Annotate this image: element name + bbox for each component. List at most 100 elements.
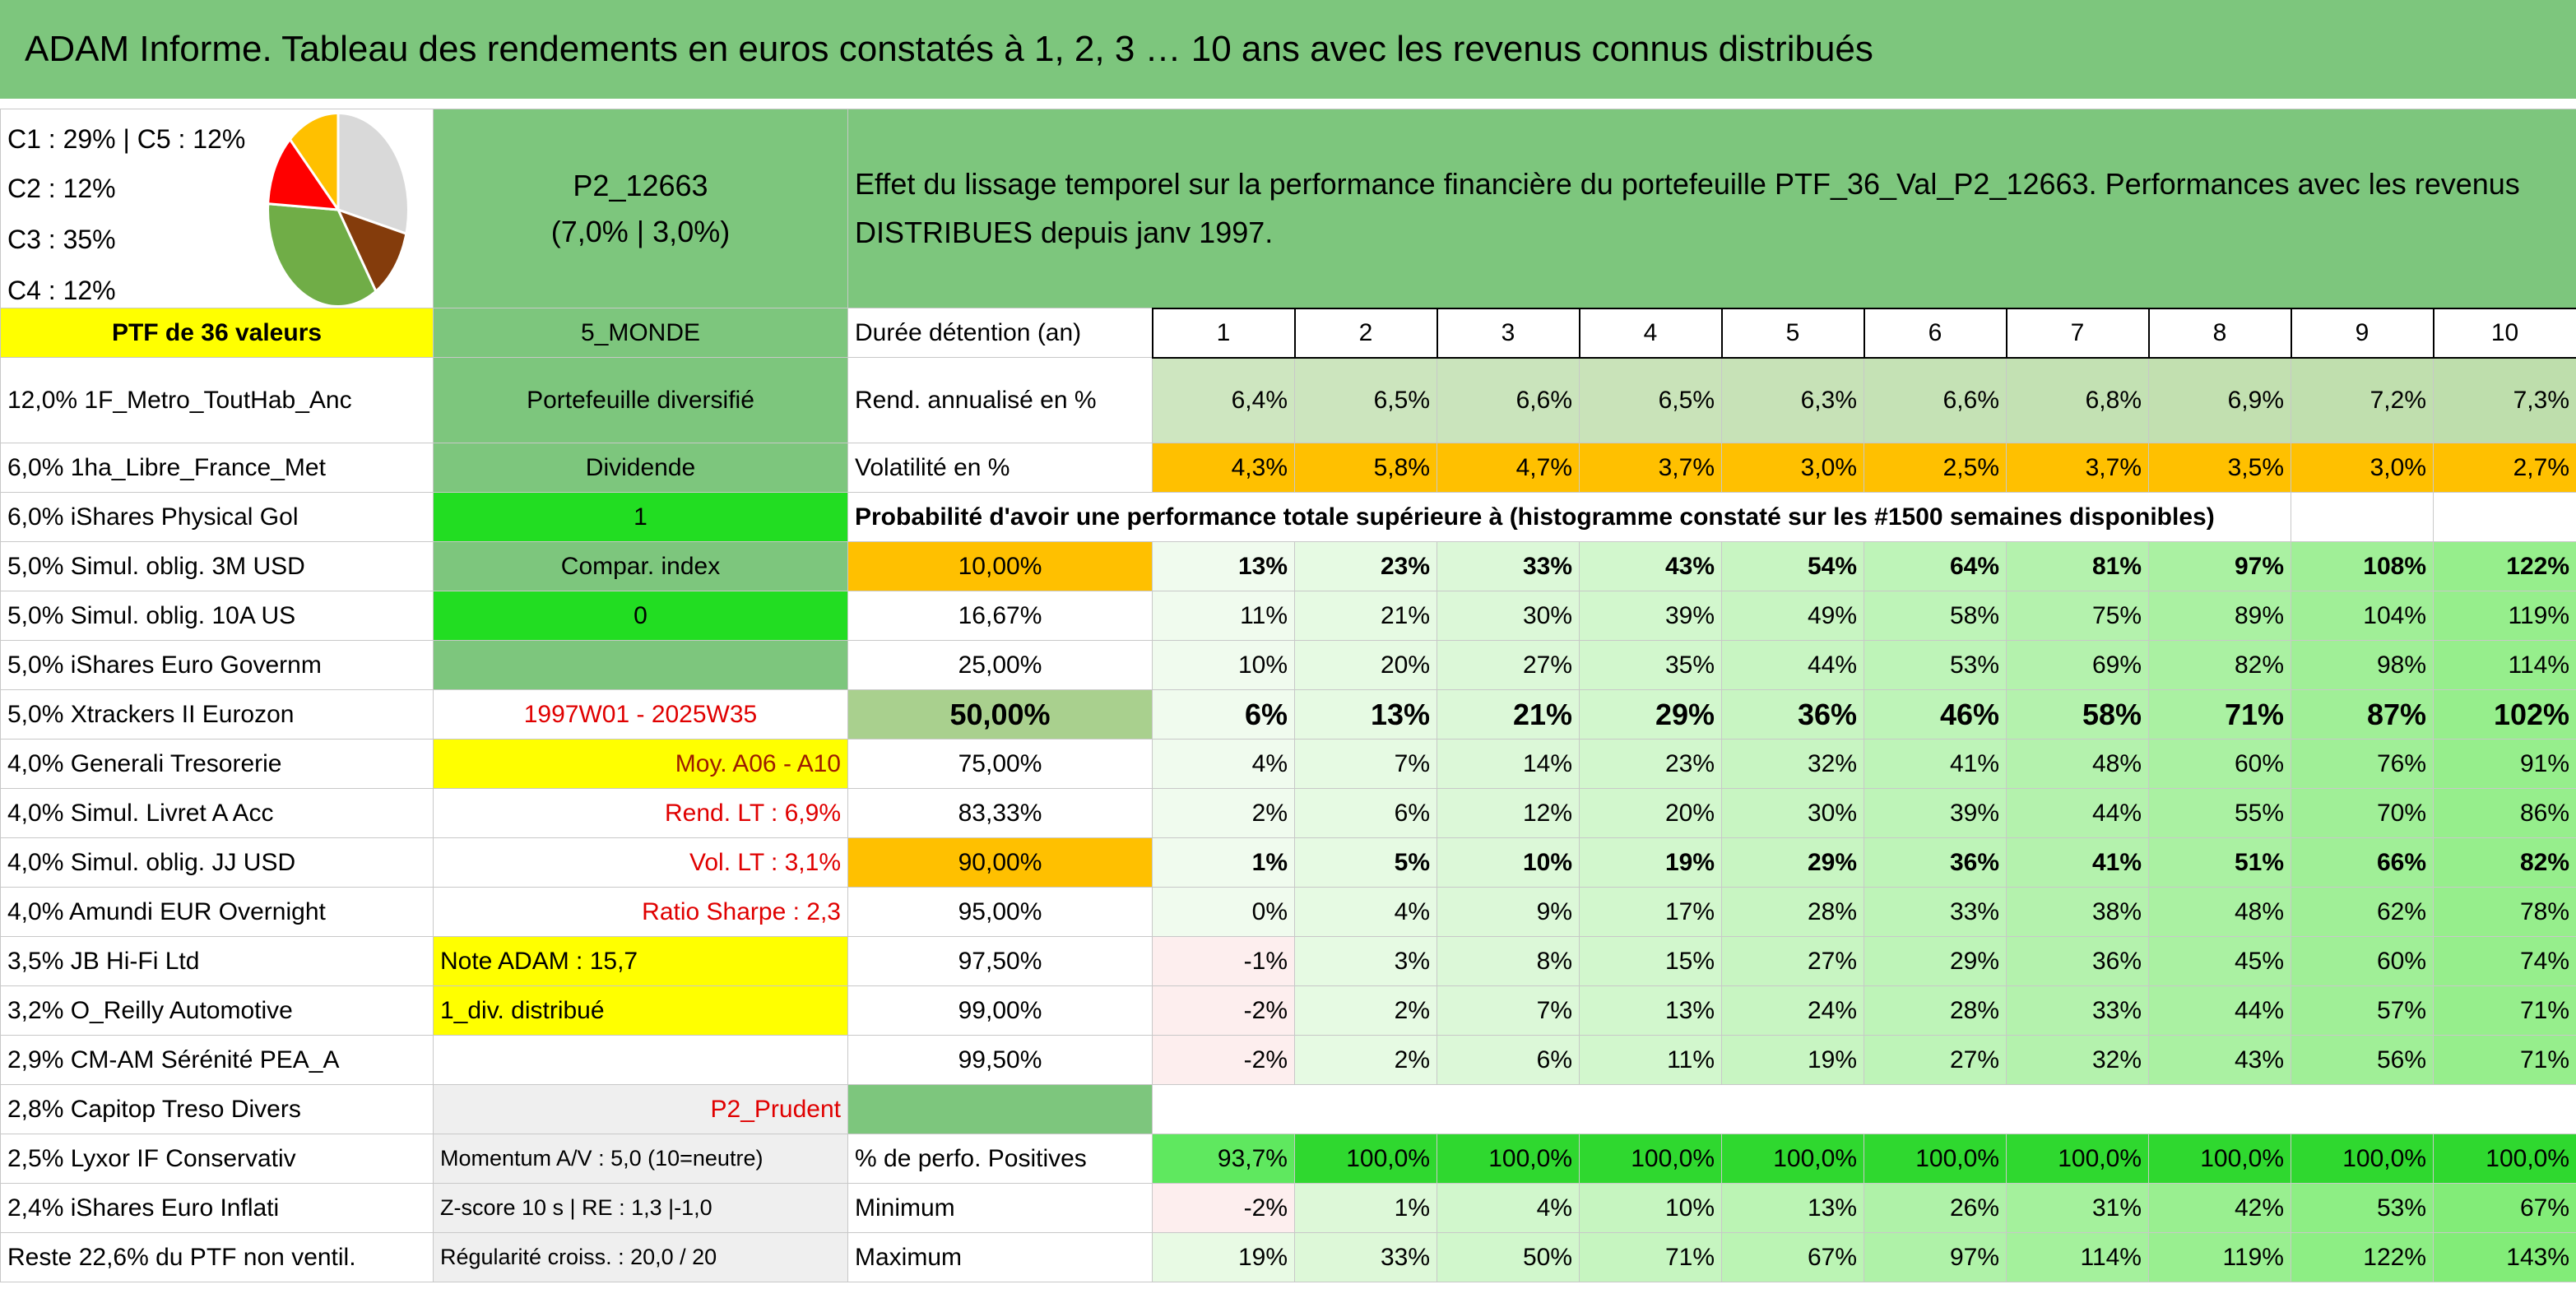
value-cell: 81% xyxy=(2006,541,2149,591)
value-cell: 27% xyxy=(1864,1035,2007,1085)
value-cell: 13% xyxy=(1294,689,1437,740)
row: 2,9% CM-AM Sérénité PEA_A 99,50% -2% 2% 6% 11… xyxy=(0,1035,2576,1085)
value-cell: 6,3% xyxy=(1721,357,1864,443)
holding: 5,0% Simul. oblig. 10A US xyxy=(0,591,434,641)
blank xyxy=(2432,492,2576,542)
holding: 6,0% 1ha_Libre_France_Met xyxy=(0,443,434,493)
duration: 3 xyxy=(1436,307,1580,359)
holding: 3,2% O_Reilly Automotive xyxy=(0,985,434,1036)
row: 4,0% Simul. oblig. JJ USD Vol. LT : 3,1% 9… xyxy=(0,837,2576,888)
blank xyxy=(1864,1084,2007,1134)
duration: 2 xyxy=(1293,307,1438,359)
info-cell: Régularité croiss. : 20,0 / 20 xyxy=(433,1232,848,1282)
info-cell: P2_Prudent xyxy=(433,1084,848,1134)
value-cell: 21% xyxy=(1294,591,1437,641)
value-cell: 98% xyxy=(2291,640,2434,690)
value-cell: 0% xyxy=(1152,887,1295,937)
info-cell: Dividende xyxy=(433,443,848,493)
value-cell: 7% xyxy=(1294,739,1437,789)
value-cell: 60% xyxy=(2148,739,2291,789)
portfolio-cell: P2_12663 (7,0% | 3,0%) xyxy=(433,109,848,308)
value-cell: 67% xyxy=(2432,1183,2576,1233)
value-cell: 100,0% xyxy=(2006,1134,2149,1184)
value-cell: 30% xyxy=(1721,788,1864,838)
row: 6,0% 1ha_Libre_France_Met Dividende Volati… xyxy=(0,443,2576,493)
value-cell: 50% xyxy=(1437,1232,1580,1282)
value-cell: 12% xyxy=(1437,788,1580,838)
value-cell: 6,6% xyxy=(1864,357,2007,443)
pie-legend: C1 : 29% | C5 : 12% xyxy=(7,124,246,154)
value-cell: 43% xyxy=(2148,1035,2291,1085)
value-cell: 114% xyxy=(2006,1232,2149,1282)
value-cell: 74% xyxy=(2432,936,2576,986)
value-cell: 23% xyxy=(1294,541,1437,591)
value-cell: 32% xyxy=(2006,1035,2149,1085)
value-cell: 56% xyxy=(2291,1035,2434,1085)
row: PTF de 36 valeurs 5_MONDE Durée détention … xyxy=(0,307,2576,359)
duration: 8 xyxy=(2147,307,2292,359)
value-cell: 20% xyxy=(1579,788,1722,838)
value-cell: 71% xyxy=(1579,1232,1722,1282)
value-cell: 4,3% xyxy=(1152,443,1295,493)
value-cell: 2% xyxy=(1152,788,1295,838)
value-cell: 9% xyxy=(1437,887,1580,937)
value-cell: 76% xyxy=(2291,739,2434,789)
value-cell: 54% xyxy=(1721,541,1864,591)
value-cell: 89% xyxy=(2148,591,2291,641)
portfolio-parameters: (7,0% | 3,0%) xyxy=(550,214,731,248)
value-cell: 104% xyxy=(2291,591,2434,641)
value-cell: 11% xyxy=(1579,1035,1722,1085)
value-cell: 66% xyxy=(2291,837,2434,888)
value-cell: 100,0% xyxy=(1437,1134,1580,1184)
blank xyxy=(1721,1084,1864,1134)
value-cell: 3,7% xyxy=(2006,443,2149,493)
row-label: Rend. annualisé en % xyxy=(847,357,1153,443)
value-cell: 119% xyxy=(2148,1232,2291,1282)
value-cell: 6,5% xyxy=(1294,357,1437,443)
pie-chart xyxy=(266,111,411,308)
value-cell: 143% xyxy=(2432,1232,2576,1282)
threshold: 50,00% xyxy=(847,689,1153,740)
value-cell: 122% xyxy=(2432,541,2576,591)
value-cell: 58% xyxy=(2006,689,2149,740)
threshold: 99,50% xyxy=(847,1035,1153,1085)
value-cell: 28% xyxy=(1721,887,1864,937)
value-cell: 97% xyxy=(1864,1232,2007,1282)
value-cell: 4% xyxy=(1152,739,1295,789)
value-cell: 23% xyxy=(1579,739,1722,789)
info-cell: 1_div. distribué xyxy=(433,985,848,1036)
value-cell: 82% xyxy=(2148,640,2291,690)
threshold: 75,00% xyxy=(847,739,1153,789)
value-cell: 100,0% xyxy=(2432,1134,2576,1184)
holding: 12,0% 1F_Metro_ToutHab_Anc xyxy=(0,357,434,443)
value-cell: 75% xyxy=(2006,591,2149,641)
value-cell: 6,4% xyxy=(1152,357,1295,443)
value-cell: 46% xyxy=(1864,689,2007,740)
value-cell: 48% xyxy=(2006,739,2149,789)
value-cell: 93,7% xyxy=(1152,1134,1295,1184)
value-cell: 6,5% xyxy=(1579,357,1722,443)
value-cell: 1% xyxy=(1152,837,1295,888)
value-cell: 58% xyxy=(1864,591,2007,641)
info-cell: Moy. A06 - A10 xyxy=(433,739,848,789)
value-cell: 10% xyxy=(1437,837,1580,888)
threshold: 10,00% xyxy=(847,541,1153,591)
holding: 4,0% Amundi EUR Overnight xyxy=(0,887,434,937)
holding: 6,0% iShares Physical Gol xyxy=(0,492,434,542)
row: 5,0% Simul. oblig. 3M USD Compar. index 10… xyxy=(0,541,2576,591)
value-cell: 4,7% xyxy=(1437,443,1580,493)
value-cell: 86% xyxy=(2432,788,2576,838)
row: 2,5% Lyxor IF Conservativ Momentum A/V : … xyxy=(0,1134,2576,1184)
duration: 10 xyxy=(2432,307,2576,359)
value-cell: 32% xyxy=(1721,739,1864,789)
holding: 4,0% Simul. oblig. JJ USD xyxy=(0,837,434,888)
value-cell: 31% xyxy=(2006,1183,2149,1233)
pie-legend: C4 : 12% xyxy=(7,276,116,305)
value-cell: 26% xyxy=(1864,1183,2007,1233)
value-cell: 67% xyxy=(1721,1232,1864,1282)
value-cell: 108% xyxy=(2291,541,2434,591)
value-cell: 7% xyxy=(1437,985,1580,1036)
row: 6,0% iShares Physical Gol 1 Probabilité d'… xyxy=(0,492,2576,542)
value-cell: -2% xyxy=(1152,1183,1295,1233)
description: Effet du lissage temporel sur la perform… xyxy=(847,109,2576,308)
